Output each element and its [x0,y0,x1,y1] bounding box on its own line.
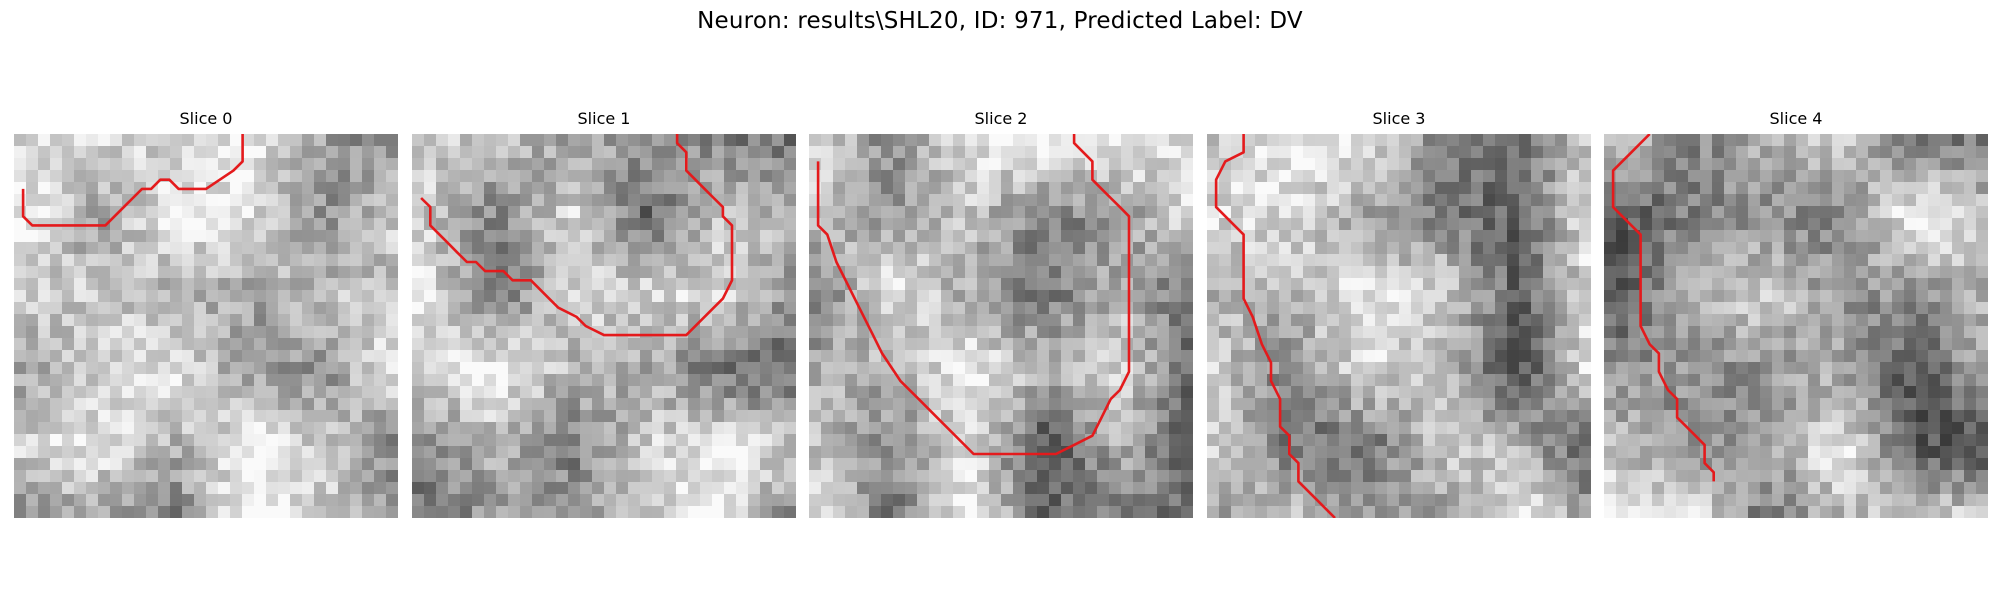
slice-1-contour [420,134,734,337]
slice-1-image [412,134,796,518]
slice-2-image [809,134,1193,518]
slice-4-contour [1611,134,1715,482]
slice-4-pixels [1604,134,1988,518]
slice-2-title: Slice 2 [974,109,1028,128]
slice-3-image [1207,134,1591,518]
slice-2-contour [816,134,1131,456]
slice-0-title: Slice 0 [179,109,233,128]
slice-0-pixels [14,134,398,518]
figure-title: Neuron: results\SHL20, ID: 971, Predicte… [697,8,1303,34]
slice-3-contour [1214,134,1336,518]
slice-1-title: Slice 1 [577,109,631,128]
slice-3-title: Slice 3 [1372,109,1426,128]
slice-0-image [14,134,398,518]
slice-1-pixels [412,134,796,518]
slice-2-pixels [809,134,1193,518]
slice-0-contour [21,134,244,227]
slice-3-pixels [1207,134,1591,518]
slice-4-title: Slice 4 [1769,109,1823,128]
slice-4-image [1604,134,1988,518]
